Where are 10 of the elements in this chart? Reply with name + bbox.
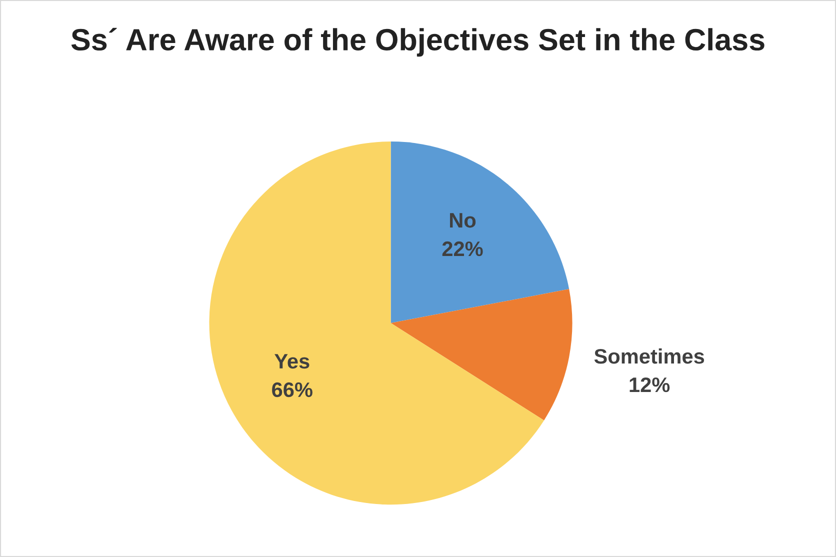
chart-title: Ss´ Are Aware of the Objectives Set in the Class <box>71 28 764 57</box>
pie-slice <box>390 289 572 420</box>
pie-slice <box>209 142 544 505</box>
data-label: 12% <box>630 377 670 392</box>
slice-label: No <box>450 213 476 228</box>
data-label: 22% <box>442 241 483 256</box>
slice-label: Sometimes <box>594 348 704 364</box>
data-label: 66% <box>272 382 312 398</box>
slice-label: Yes <box>274 354 310 369</box>
pie-slice <box>390 142 570 324</box>
